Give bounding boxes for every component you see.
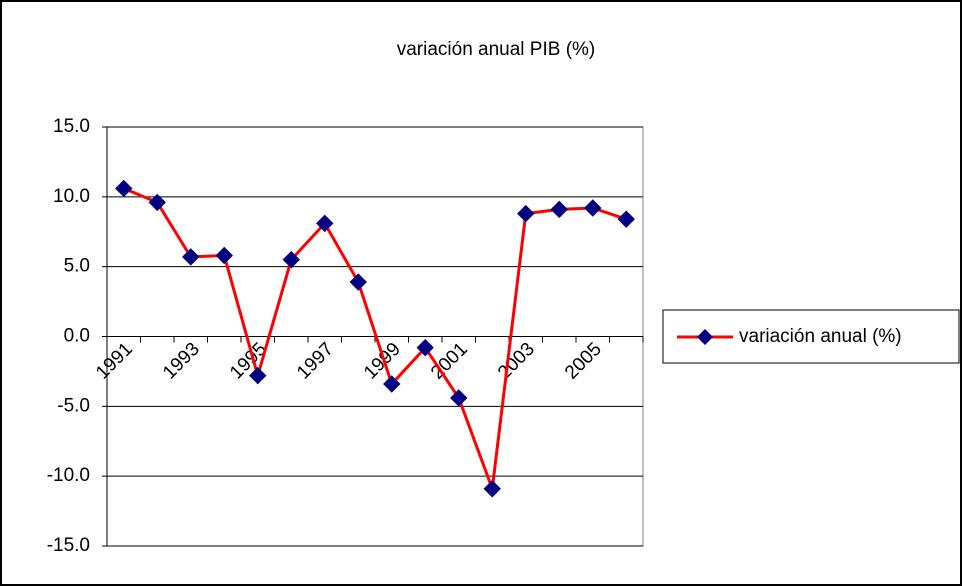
data-marker: [383, 375, 401, 393]
data-marker: [584, 199, 602, 217]
data-marker: [450, 389, 468, 407]
y-tick-label: -10.0: [47, 465, 90, 486]
data-marker: [316, 214, 334, 233]
data-marker: [617, 210, 635, 228]
series-line: [123, 187, 627, 490]
data-marker: [349, 273, 367, 291]
data-marker: [182, 248, 200, 266]
legend-marker: [697, 329, 713, 345]
y-tick-label: 0.0: [64, 326, 90, 347]
data-marker: [148, 193, 166, 212]
data-marker: [483, 480, 501, 498]
y-tick-label: -5.0: [57, 395, 90, 416]
data-marker: [517, 204, 535, 223]
data-marker: [115, 179, 133, 198]
data-marker: [416, 338, 434, 357]
data-marker: [249, 366, 267, 385]
legend-label: variación anual (%): [739, 326, 902, 347]
y-tick-label: 15.0: [53, 116, 90, 137]
data-marker: [282, 250, 300, 269]
data-marker: [550, 200, 568, 219]
data-marker: [215, 246, 233, 265]
y-tick-label: 5.0: [64, 256, 90, 277]
chart-title: variación anual PIB (%): [397, 39, 596, 60]
y-tick-label: -15.0: [47, 535, 90, 556]
y-tick-label: 10.0: [53, 186, 90, 207]
